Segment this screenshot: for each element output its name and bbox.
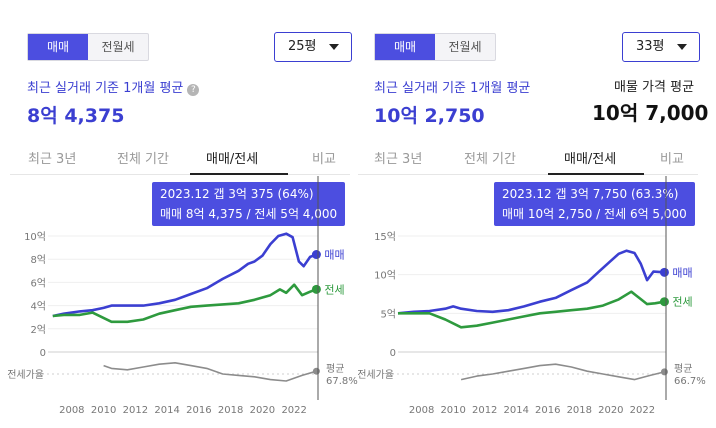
series-label: 전세	[324, 283, 344, 296]
jeonse-price-line	[398, 290, 665, 329]
avg-label: 최근 실거래 기준 1개월 평균	[374, 81, 531, 96]
question-circle-icon[interactable]: ?	[187, 84, 200, 96]
y-tick-label: 15억	[374, 231, 396, 243]
tab-underline	[548, 173, 644, 175]
listing-avg-price: 10억 7,000	[592, 101, 709, 125]
tab-recent-3y[interactable]: 최근 3년	[374, 152, 423, 167]
jeonse-price-line	[52, 283, 317, 324]
y-tick-label: 8억	[30, 254, 46, 266]
y-tick-label: 10억	[374, 270, 396, 282]
tab-recent-3y[interactable]: 최근 3년	[28, 152, 77, 167]
chart-tooltip: 2023.12 갭 3억 375 (64%) 매매 8억 4,375 / 전세 …	[152, 182, 346, 226]
y-tick-label: 5억	[380, 308, 396, 320]
area-size-select[interactable]: 33평	[622, 32, 700, 62]
toggle-sale[interactable]: 매매	[28, 34, 88, 60]
tab-compare[interactable]: 비교	[312, 152, 336, 167]
x-tick-label: 2010	[440, 405, 465, 416]
jeonse-price-line-end-point	[311, 284, 321, 294]
area-size-value: 33평	[636, 39, 665, 54]
sale-price-line-end-point	[311, 250, 321, 260]
toggle-rent[interactable]: 전월세	[448, 40, 482, 54]
toggle-sale[interactable]: 매매	[375, 34, 435, 60]
ratio-end-label: 평균	[326, 363, 344, 375]
y-tick-label: 2억	[30, 324, 46, 336]
trade-type-toggle: 매매 전월세	[374, 33, 496, 61]
x-tick-label: 2020	[598, 405, 623, 416]
area-size-select[interactable]: 25평	[274, 32, 352, 62]
chart-tabs: 최근 3년 전체 기간 매매/전세 비교	[358, 143, 698, 175]
ratio-end-value: 66.7%	[674, 376, 706, 387]
sale-price-line-end-point	[659, 267, 669, 277]
ratio-end-value: 67.8%	[326, 376, 358, 387]
y-tick-label: 0	[40, 348, 46, 359]
series-label: 매매	[324, 249, 344, 262]
jeonse-ratio-line	[460, 363, 665, 381]
jeonse-ratio-line	[103, 362, 317, 382]
area-size-value: 25평	[288, 39, 317, 54]
x-tick-label: 2018	[567, 405, 592, 416]
right-panel: 매매 전월세 33평 최근 실거래 기준 1개월 평균 10억 2,750 매물…	[358, 0, 716, 428]
ratio-axis-label: 전세가율	[7, 369, 44, 381]
x-tick-label: 2008	[409, 405, 434, 416]
avg-label-text: 최근 실거래 기준 1개월 평균	[27, 81, 184, 96]
left-panel: 매매 전월세 25평 최근 실거래 기준 1개월 평균? 8억 4,375 최근…	[0, 32, 358, 428]
chevron-down-icon	[329, 44, 339, 50]
tooltip-line2: 매매 10억 2,750 / 전세 6억 5,000	[502, 207, 687, 221]
jeonse-ratio-line-end-point	[312, 367, 320, 375]
tooltip-line1: 2023.12 갭 3억 375 (64%)	[160, 187, 314, 201]
tab-sale-jeonse[interactable]: 매매/전세	[564, 152, 617, 167]
sale-price-line	[397, 249, 665, 315]
tab-all-period[interactable]: 전체 기간	[117, 152, 169, 167]
tab-sale-jeonse[interactable]: 매매/전세	[206, 152, 259, 167]
x-tick-label: 2012	[472, 405, 497, 416]
avg-price: 8억 4,375	[27, 105, 125, 127]
ratio-axis-label: 전세가율	[358, 369, 394, 381]
jeonse-ratio-line-end-point	[660, 368, 668, 376]
tooltip-line1: 2023.12 갭 3억 7,750 (63.3%)	[502, 187, 679, 201]
tooltip-line2: 매매 8억 4,375 / 전세 5억 4,000	[160, 207, 338, 221]
jeonse-price-line-end-point	[659, 297, 669, 307]
y-tick-label: 10억	[24, 231, 46, 243]
x-tick-label: 2016	[535, 405, 560, 416]
y-tick-label: 6억	[30, 277, 46, 289]
ratio-end-label: 평균	[674, 363, 692, 375]
toggle-rent[interactable]: 전월세	[101, 40, 135, 54]
tab-compare[interactable]: 비교	[660, 152, 684, 167]
x-tick-label: 2018	[218, 405, 243, 416]
x-tick-label: 2014	[154, 405, 179, 416]
x-tick-label: 2016	[186, 405, 211, 416]
y-tick-label: 0	[390, 348, 396, 359]
trade-type-toggle: 매매 전월세	[27, 33, 149, 61]
x-tick-label: 2020	[250, 405, 275, 416]
x-tick-label: 2022	[630, 405, 655, 416]
chevron-down-icon	[677, 44, 687, 50]
chart-tabs: 최근 3년 전체 기간 매매/전세 비교	[10, 143, 350, 175]
tab-underline	[190, 173, 288, 175]
avg-label: 최근 실거래 기준 1개월 평균?	[27, 77, 200, 96]
x-tick-label: 2008	[59, 405, 84, 416]
x-tick-label: 2010	[91, 405, 116, 416]
sale-price-line	[52, 232, 317, 318]
x-tick-label: 2012	[123, 405, 148, 416]
y-tick-label: 4억	[30, 301, 46, 313]
x-tick-label: 2022	[281, 405, 306, 416]
series-label: 매매	[672, 266, 692, 279]
series-label: 전세	[672, 296, 692, 309]
avg-price: 10억 2,750	[374, 105, 485, 127]
chart-tooltip: 2023.12 갭 3억 7,750 (63.3%) 매매 10억 2,750 …	[494, 182, 695, 226]
x-tick-label: 2014	[504, 405, 529, 416]
listing-avg-label: 매물 가격 평균	[614, 80, 695, 95]
tab-all-period[interactable]: 전체 기간	[464, 152, 516, 167]
